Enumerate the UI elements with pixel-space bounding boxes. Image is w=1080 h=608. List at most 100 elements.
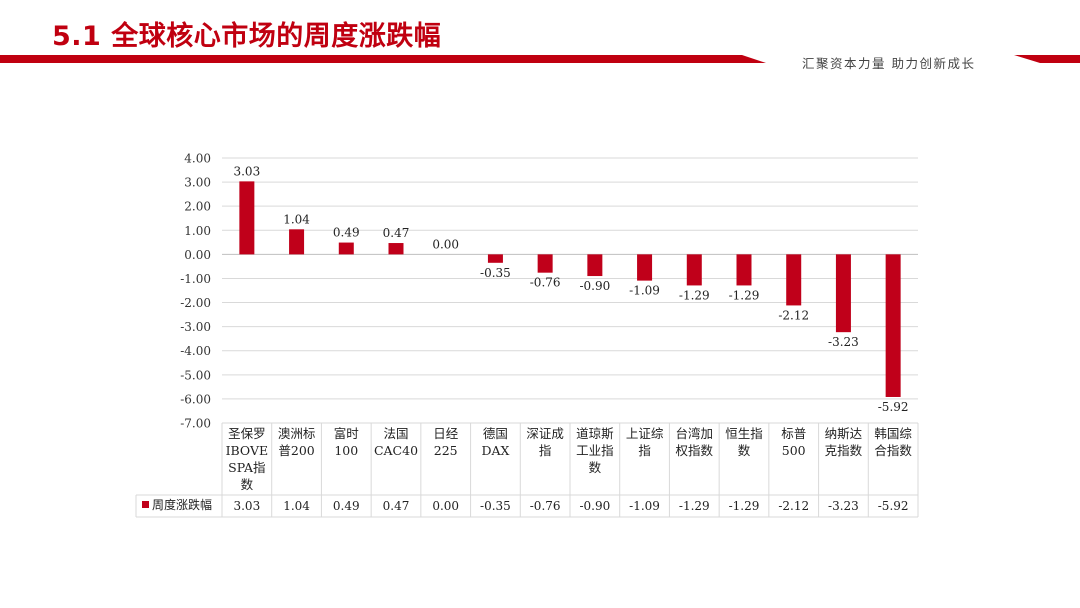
table-value: -2.12 (778, 499, 809, 513)
data-label: -3.23 (828, 335, 859, 349)
category-label-line: 纳斯达 (825, 426, 863, 441)
table-value: -5.92 (878, 499, 909, 513)
table-value: -0.90 (579, 499, 610, 513)
data-label: 0.49 (333, 226, 360, 240)
bar (338, 242, 354, 255)
category-label: 德国 DAX (481, 426, 509, 458)
page-title: 5.1 全球核心市场的周度涨跌幅 (52, 21, 442, 52)
y-tick-label: 3.00 (184, 176, 211, 190)
data-label: 3.03 (233, 164, 260, 178)
table-value: -0.76 (530, 499, 561, 513)
category-label-line: 澳洲标 (278, 426, 316, 441)
table-value: -0.35 (480, 499, 511, 513)
category-label-line: 数 (241, 477, 254, 492)
y-tick-label: 0.00 (184, 248, 211, 262)
bar (537, 254, 553, 273)
y-tick-label: 1.00 (184, 224, 211, 238)
category-label: 深证成指 (526, 426, 564, 458)
category-label-line: 恒生指 (725, 426, 763, 441)
header-bar (0, 55, 1080, 63)
table-value: -3.23 (828, 499, 859, 513)
category-label: 法国 CAC40 (374, 426, 418, 458)
table-value: 1.04 (283, 499, 310, 513)
table-value: -1.09 (629, 499, 660, 513)
category-label-line: DAX (481, 443, 509, 458)
category-label-line: IBOVE (226, 443, 269, 458)
data-label: 0.00 (432, 237, 459, 251)
category-label-line: 日经 (433, 426, 459, 441)
category-label-line: 指 (638, 443, 651, 458)
table-value: 0.00 (432, 499, 459, 513)
category-label-line: 工业指 (576, 443, 614, 458)
table-value: 0.49 (333, 499, 360, 513)
category-label: 道琼斯工业指数 (576, 426, 614, 475)
category-label-line: 道琼斯 (576, 426, 614, 441)
category-label-line: 克指数 (825, 443, 863, 458)
bar (686, 254, 702, 286)
category-label: 圣保罗 IBOVE SPA指数 (226, 426, 269, 492)
category-label-line: 标普 (781, 426, 806, 441)
category-label-line: 普200 (278, 443, 314, 458)
y-tick-label: 4.00 (184, 152, 211, 166)
category-label-line: CAC40 (374, 443, 418, 458)
category-label-line: 富时 (334, 426, 360, 441)
bar (786, 254, 802, 306)
y-tick-label: -1.00 (180, 272, 211, 286)
bar (289, 229, 305, 255)
bar (239, 181, 255, 255)
bar (637, 254, 653, 281)
data-label: -2.12 (778, 308, 809, 322)
category-label-line: 500 (782, 443, 806, 458)
category-label-line: 权指数 (676, 443, 714, 458)
category-label-line: 圣保罗 (228, 426, 266, 441)
category-label-line: 数 (589, 460, 602, 475)
table-value: -1.29 (679, 499, 710, 513)
data-label: 1.04 (283, 212, 310, 226)
category-label: 恒生指数 (725, 426, 763, 458)
bar (885, 254, 901, 397)
y-tick-label: -3.00 (180, 320, 211, 334)
bar (587, 254, 603, 277)
bar (736, 254, 752, 286)
category-label-line: 数 (738, 443, 751, 458)
category-label-line: SPA指 (228, 460, 265, 475)
category-label-line: 韩国综 (874, 426, 912, 441)
category-label-line: 100 (334, 443, 358, 458)
slogan: 汇聚资本力量 助力创新成长 (802, 56, 976, 71)
bar (835, 254, 851, 333)
labels-layer: 3.03 1.04 0.49 0.47 0.00 -0.35 -0.76 -0.90 -1.09… (233, 164, 908, 414)
category-label: 标普 500 (781, 426, 806, 458)
category-label: 日经 225 (433, 426, 459, 458)
category-label: 上证综指 (626, 426, 664, 458)
table-value: 3.03 (233, 499, 260, 513)
grid-layer: 4.00 3.00 2.00 1.00 0.00 -1.00 -2.00 -3.00 -4.00… (180, 152, 918, 431)
category-label-line: 225 (434, 443, 458, 458)
category-label: 纳斯达克指数 (825, 426, 863, 458)
category-label-line: 指 (539, 443, 552, 458)
category-label-line: 法国 (383, 426, 408, 441)
table-value: -1.29 (729, 499, 760, 513)
bar (487, 254, 503, 263)
y-tick-label: -2.00 (180, 296, 211, 310)
table-value: 0.47 (383, 499, 410, 513)
y-tick-label: -5.00 (180, 368, 211, 382)
data-label: 0.47 (383, 226, 410, 240)
data-label: -5.92 (878, 400, 909, 414)
y-tick-label: -4.00 (180, 344, 211, 358)
legend-label: 周度涨跌幅 (152, 497, 212, 512)
data-label: -1.29 (729, 288, 760, 302)
data-label: -0.35 (480, 266, 511, 280)
category-label-line: 上证综 (626, 426, 664, 441)
y-tick-label: -7.00 (180, 417, 211, 431)
header-red-stripe-right (1014, 55, 1080, 63)
bar (388, 243, 404, 255)
data-label: -0.90 (579, 279, 610, 293)
category-label: 韩国综合指数 (874, 426, 912, 458)
category-label-line: 深证成 (526, 426, 564, 441)
category-label-line: 台湾加 (676, 426, 714, 441)
bars-layer (239, 181, 901, 397)
category-label: 澳洲标普200 (278, 426, 316, 458)
category-label-line: 合指数 (874, 443, 912, 458)
